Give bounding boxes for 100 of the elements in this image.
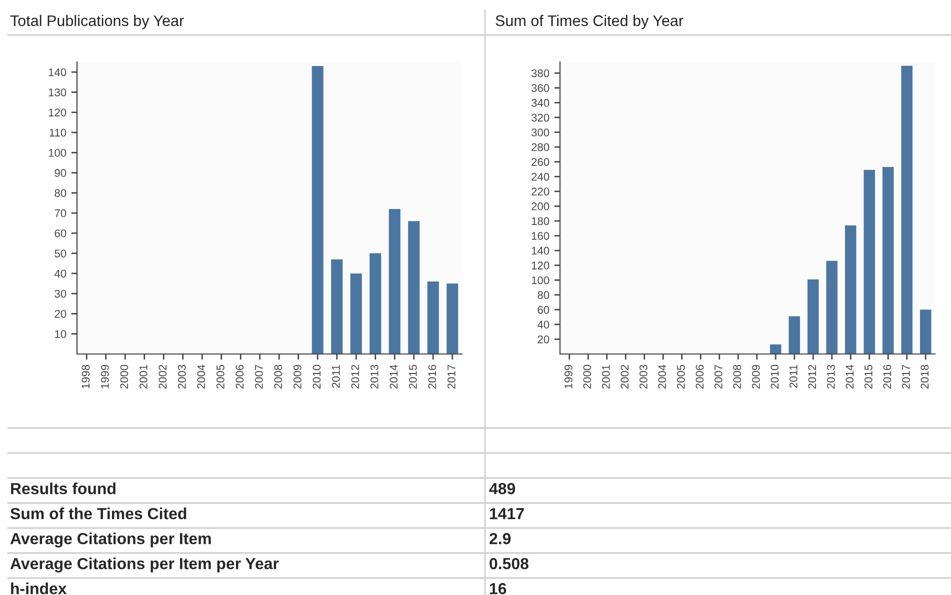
x-tick-label: 2006: [696, 364, 704, 389]
bar: [808, 279, 819, 354]
x-tick-label: 2015: [864, 364, 872, 389]
y-tick-label: 340: [531, 98, 550, 107]
x-tick-label: 2000: [120, 364, 128, 389]
x-tick-label: 2009: [293, 364, 302, 389]
y-tick-label: 80: [54, 189, 66, 198]
x-tick-label: 2014: [390, 364, 398, 389]
text: Sum of the Times Cited: [10, 508, 186, 520]
x-tick-label: 2004: [197, 364, 206, 389]
y-tick-label: 380: [531, 69, 550, 78]
bar: [788, 316, 800, 354]
y-tick-label: 260: [532, 158, 550, 166]
text: 2.9: [490, 532, 511, 544]
y-tick-label: 20: [54, 310, 66, 318]
y-tick-label: 60: [538, 306, 550, 314]
y-tick-label: 120: [532, 262, 550, 270]
text: h-index: [11, 582, 67, 594]
y-tick-label: 280: [532, 143, 550, 152]
x-tick-label: 1999: [564, 364, 572, 388]
chart-title: Total Publications by Year: [10, 14, 184, 30]
y-tick-label: 360: [531, 84, 550, 92]
text: Average Citations per Item: [10, 532, 211, 548]
bar: [427, 282, 439, 354]
bar: [331, 259, 343, 354]
x-tick-label: 2005: [216, 364, 224, 389]
bar: [312, 66, 324, 354]
y-tick-label: 110: [50, 128, 66, 137]
bar: [446, 284, 458, 354]
x-tick-label: 2004: [658, 364, 666, 389]
y-tick-label: 120: [48, 108, 66, 116]
chart-title: Sum of Times Cited by Year: [496, 14, 684, 30]
y-tick-label: 90: [54, 169, 66, 177]
x-tick-label: 2002: [620, 364, 629, 389]
bar: [845, 225, 856, 354]
x-tick-label: 2014: [846, 364, 854, 389]
bar: [350, 273, 362, 354]
y-tick-label: 40: [54, 270, 66, 278]
text: 0.508: [490, 558, 528, 570]
y-tick-label: 10: [55, 330, 66, 338]
x-tick-label: 1998: [82, 364, 90, 388]
y-tick-label: 160: [532, 232, 550, 240]
y-tick-label: 30: [54, 290, 66, 298]
y-tick-label: 60: [54, 229, 66, 238]
x-tick-label: 2009: [752, 364, 760, 389]
x-tick-label: 2017: [447, 364, 456, 389]
x-tick-label: 2003: [178, 364, 186, 389]
x-tick-label: 2015: [408, 364, 417, 389]
bar: [901, 66, 912, 354]
x-tick-label: 2010: [312, 364, 321, 389]
y-tick-label: 80: [538, 291, 550, 299]
x-tick-label: 2012: [351, 364, 360, 389]
bar: [920, 310, 932, 354]
x-tick-label: 2011: [332, 364, 340, 388]
text: 489: [489, 482, 516, 494]
text: Results found: [11, 482, 116, 494]
bar: [388, 209, 400, 354]
text: Average Citations per Item per Year: [10, 558, 279, 572]
x-tick-label: 2011: [789, 364, 798, 388]
x-tick-label: 1999: [100, 364, 109, 388]
x-tick-label: 2008: [274, 364, 282, 389]
bar: [864, 170, 875, 354]
x-tick-label: 2005: [676, 364, 685, 389]
y-tick-label: 140: [532, 246, 550, 255]
y-tick-label: 200: [532, 202, 550, 210]
bar: [826, 260, 838, 354]
y-tick-label: 100: [48, 148, 66, 157]
y-tick-label: 50: [54, 250, 66, 258]
bar: [408, 221, 420, 354]
y-tick-label: 180: [532, 217, 550, 226]
y-tick-label: 100: [532, 276, 550, 284]
x-tick-label: 2013: [370, 364, 378, 389]
y-tick-label: 240: [532, 172, 550, 181]
x-tick-label: 2010: [770, 364, 779, 389]
x-tick-label: 2013: [826, 364, 835, 389]
y-tick-label: 20: [538, 335, 550, 344]
y-tick-label: 320: [531, 114, 550, 122]
x-tick-label: 2002: [158, 364, 167, 389]
y-tick-label: 300: [531, 128, 550, 136]
text: 16: [490, 582, 506, 594]
x-tick-label: 2000: [583, 364, 592, 389]
y-tick-label: 40: [537, 320, 550, 329]
y-tick-label: 130: [48, 88, 66, 96]
bar: [370, 253, 382, 354]
x-tick-label: 2017: [902, 364, 910, 389]
y-tick-label: 140: [48, 68, 66, 76]
x-tick-label: 2007: [714, 364, 722, 389]
y-tick-label: 70: [54, 209, 66, 218]
x-tick-label: 2016: [883, 364, 892, 389]
text: 1417: [490, 508, 524, 520]
x-tick-label: 2006: [236, 364, 244, 389]
x-tick-label: 2003: [639, 364, 648, 389]
x-tick-label: 2008: [733, 364, 742, 389]
x-tick-label: 2018: [920, 364, 929, 389]
x-tick-label: 2007: [254, 364, 263, 389]
x-tick-label: 2012: [808, 364, 816, 389]
bar: [770, 344, 782, 354]
x-tick-label: 2001: [139, 364, 148, 389]
x-tick-label: 2001: [602, 364, 610, 389]
x-tick-label: 2016: [428, 364, 436, 389]
